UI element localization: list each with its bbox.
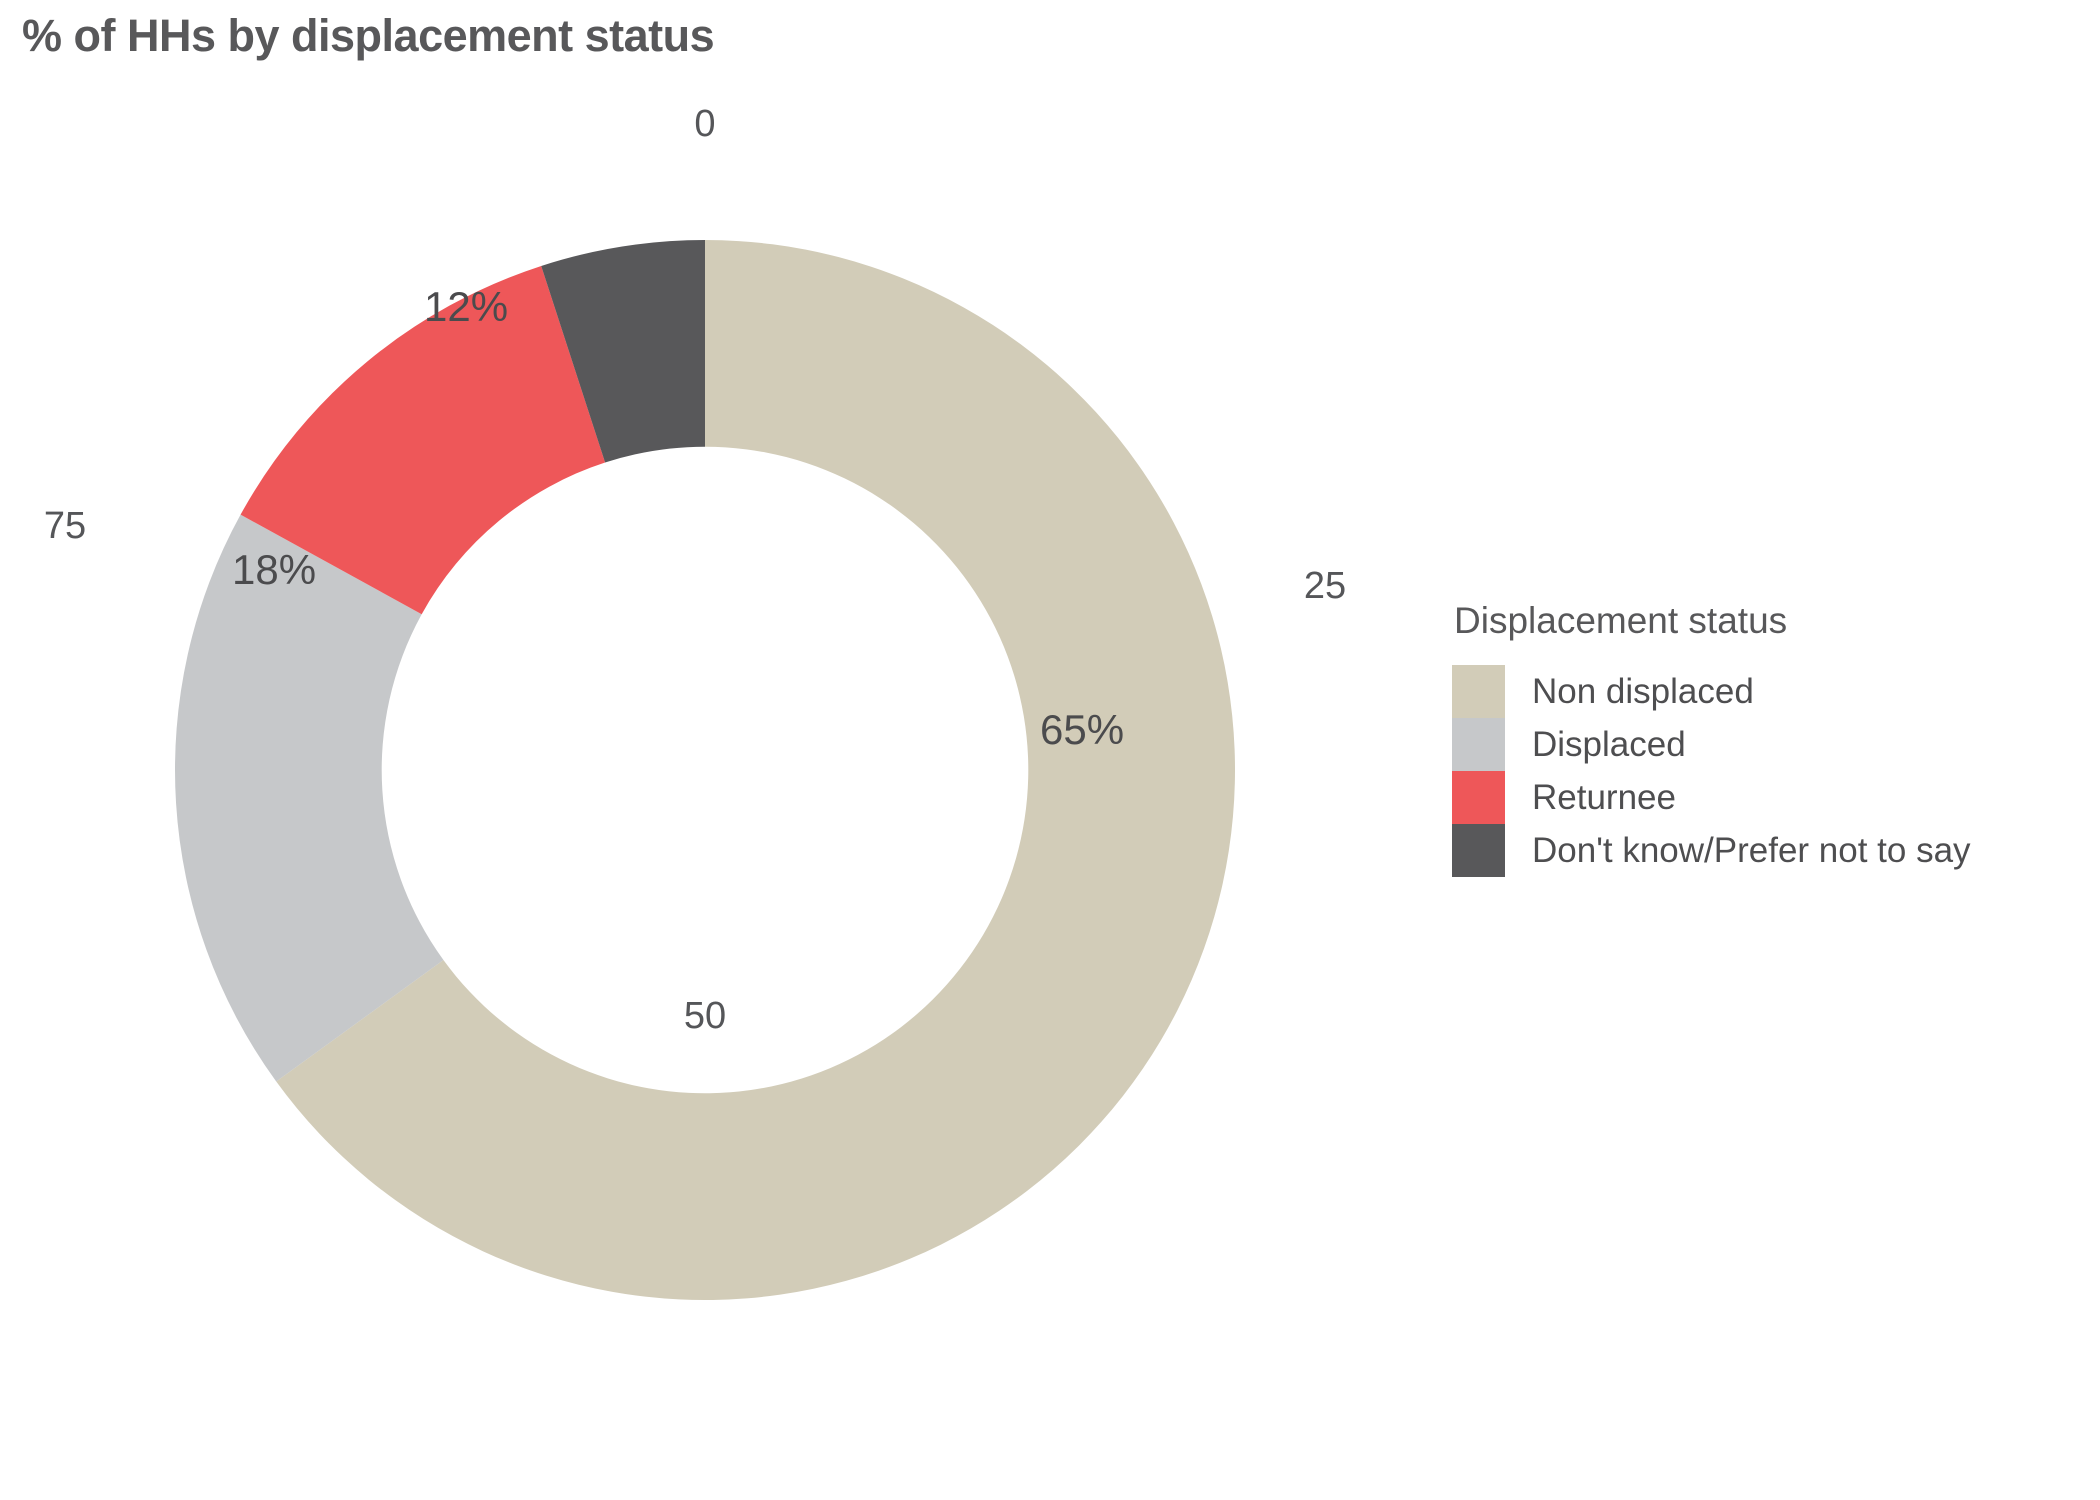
axis-tick-50: 50	[683, 995, 727, 1037]
legend-item-label: Don't know/Prefer not to say	[1532, 830, 1971, 870]
legend-item[interactable]: Don't know/Prefer not to say	[1452, 824, 2092, 877]
legend: Displacement status Non displaced Displac…	[1452, 600, 2092, 877]
donut-slice[interactable]	[240, 265, 606, 615]
slice-label-returnee: 12%	[424, 283, 509, 330]
axis-tick-25: 25	[1303, 565, 1347, 607]
axis-tick-0: 0	[694, 103, 716, 145]
legend-swatch	[1452, 665, 1505, 718]
legend-title: Displacement status	[1454, 600, 1788, 641]
legend-swatch	[1452, 824, 1505, 877]
legend-item[interactable]: Returnee	[1452, 771, 2092, 824]
legend-swatch	[1452, 718, 1505, 771]
legend-item-label: Displaced	[1532, 724, 1686, 764]
donut-slices	[175, 240, 1236, 1300]
axis-tick-75: 75	[43, 505, 87, 547]
legend-swatch	[1452, 771, 1505, 824]
legend-item[interactable]: Non displaced	[1452, 665, 2092, 718]
legend-items: Non displaced Displaced Returnee Don't know…	[1452, 665, 2092, 877]
donut-chart-plot-area: 0 25 50 75 65% 18% 12%	[43, 103, 1347, 1300]
donut-slice[interactable]	[175, 514, 444, 1082]
donut-slice[interactable]	[276, 240, 1236, 1300]
legend-item-label: Returnee	[1532, 777, 1676, 817]
legend-item-label: Non displaced	[1532, 671, 1754, 711]
donut-chart	[175, 240, 1236, 1300]
donut-slice[interactable]	[541, 240, 705, 463]
slice-label-non-displaced: 65%	[1040, 706, 1125, 753]
slice-label-displaced: 18%	[232, 546, 317, 593]
legend-item[interactable]: Displaced	[1452, 718, 2092, 771]
page-title: % of HHs by displacement status	[22, 10, 715, 61]
